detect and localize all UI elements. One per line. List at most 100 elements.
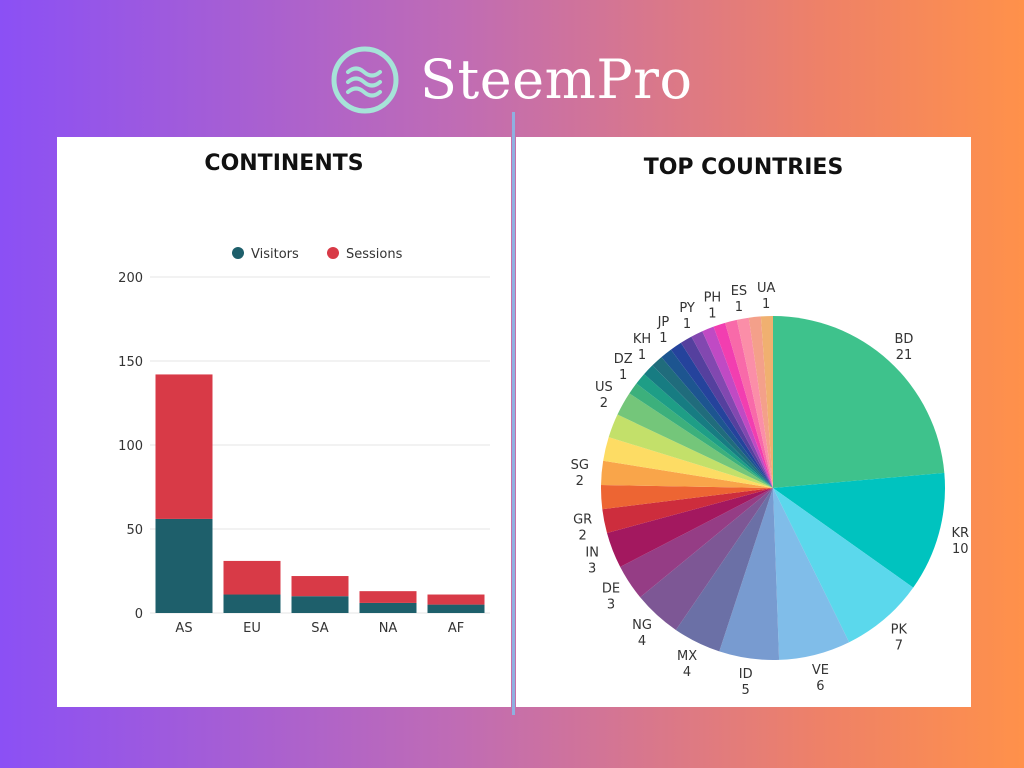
bar-segment — [427, 604, 485, 613]
slice-label: ID — [739, 667, 753, 682]
y-tick-label: 100 — [118, 439, 143, 454]
slice-value: 1 — [638, 348, 646, 363]
x-tick-label: SA — [311, 621, 328, 636]
slice-label: DZ — [614, 352, 633, 367]
pie-slice — [713, 322, 773, 488]
bar-segment — [359, 591, 417, 603]
countries-pie-chart: BD21KR10PK7VE6ID5MX4NG4DE3IN3GR2SG2US2DZ… — [571, 281, 969, 698]
panel-divider — [512, 112, 515, 715]
slice-value: 2 — [579, 528, 587, 543]
y-tick-label: 200 — [118, 271, 143, 286]
pie-slice — [736, 317, 773, 488]
continents-title: CONTINENTS — [204, 151, 364, 176]
bar-segment — [155, 374, 213, 519]
slice-label: US — [595, 380, 613, 395]
pie-slice — [773, 488, 914, 643]
slice-label: KR — [951, 526, 969, 541]
slice-value: 4 — [683, 665, 691, 680]
pie-slice — [636, 374, 773, 488]
slice-value: 7 — [895, 639, 903, 654]
slice-value: 2 — [600, 396, 608, 411]
pie-slice — [719, 488, 780, 661]
pie-slice — [661, 349, 773, 488]
y-tick-label: 50 — [126, 523, 143, 538]
pie-slice — [601, 484, 773, 510]
slice-label: NG — [632, 618, 652, 633]
pie-slice — [773, 472, 945, 588]
slice-value: 2 — [576, 474, 584, 489]
x-tick-label: NA — [379, 621, 398, 636]
slice-value: 1 — [619, 368, 627, 383]
slice-label: MX — [677, 649, 697, 664]
pie-slice — [606, 488, 773, 567]
slice-value: 1 — [708, 307, 716, 322]
legend-marker — [327, 247, 339, 259]
pie-slice — [640, 488, 773, 630]
pie-slice — [620, 488, 773, 598]
legend-label: Visitors — [251, 247, 299, 262]
pie-slice — [680, 336, 773, 488]
brand-name: SteemPro — [420, 48, 693, 111]
slice-value: 1 — [762, 297, 770, 312]
slice-value: 4 — [638, 634, 646, 649]
slice-value: 3 — [607, 598, 615, 613]
bar-segment — [223, 594, 281, 613]
slice-label: KH — [633, 332, 651, 347]
countries-title: TOP COUNTRIES — [643, 155, 844, 180]
slice-label: ES — [731, 284, 747, 299]
slice-value: 10 — [952, 542, 969, 557]
x-tick-label: AF — [448, 621, 464, 636]
slice-label: PH — [704, 291, 722, 306]
pie-slice — [760, 316, 773, 488]
countries-panel: TOP COUNTRIES BD 21 KR 10 PK 7 VE 6 ID 5 MX 4 NG 4 DE 3… — [516, 137, 971, 707]
pie-slice — [608, 414, 773, 488]
pie-slice — [603, 437, 773, 488]
legend-label: Sessions — [346, 247, 403, 262]
pie-slice — [691, 331, 773, 488]
bar-segment — [291, 576, 349, 597]
y-tick-label: 150 — [118, 355, 143, 370]
slice-value: 3 — [588, 561, 596, 576]
slice-label: IN — [585, 545, 599, 560]
bar-segment — [427, 594, 485, 605]
slice-label: VE — [812, 663, 829, 678]
slice-label: GR — [573, 512, 592, 527]
pie-slice — [670, 342, 773, 488]
bar-segment — [223, 560, 281, 595]
slice-label: PK — [891, 623, 908, 638]
pie-slice — [601, 460, 773, 488]
y-tick-label: 0 — [135, 607, 143, 622]
slice-label: UA — [757, 281, 776, 296]
bar-segment — [359, 602, 417, 613]
continents-bar-chart: 0 50 100 150 200 Visitors Sessions AS EU SA NA AF — [118, 247, 490, 636]
pie-slice — [602, 488, 773, 534]
pie-slice — [675, 488, 773, 652]
slice-value: 21 — [896, 348, 913, 363]
slice-label: PY — [679, 301, 695, 316]
pie-slice — [748, 316, 773, 488]
x-tick-label: EU — [243, 621, 261, 636]
slice-value: 1 — [735, 300, 743, 315]
x-tick-label: AS — [175, 621, 192, 636]
slice-value: 5 — [742, 683, 750, 698]
pie-slice — [773, 488, 850, 660]
pie-slice — [652, 357, 773, 488]
slice-value: 1 — [659, 331, 667, 346]
pie-slice — [617, 393, 773, 488]
slice-label: JP — [657, 315, 670, 330]
brand-header: SteemPro — [330, 44, 692, 116]
slice-value: 6 — [816, 679, 824, 694]
bar-segment — [155, 518, 213, 613]
legend-marker — [232, 247, 244, 259]
slice-label: DE — [602, 582, 620, 597]
pie-slice — [644, 365, 773, 488]
pie-slice — [629, 383, 773, 488]
pie-slice — [773, 316, 945, 488]
slice-label: SG — [571, 458, 589, 473]
continents-panel: CONTINENTS 0 50 100 150 200 Visitors Sessions A… — [57, 137, 511, 707]
bar-segment — [291, 596, 349, 613]
pie-slice — [725, 319, 773, 488]
pie-slice — [702, 326, 773, 488]
slice-value: 1 — [683, 317, 691, 332]
slice-label: BD — [895, 332, 914, 347]
